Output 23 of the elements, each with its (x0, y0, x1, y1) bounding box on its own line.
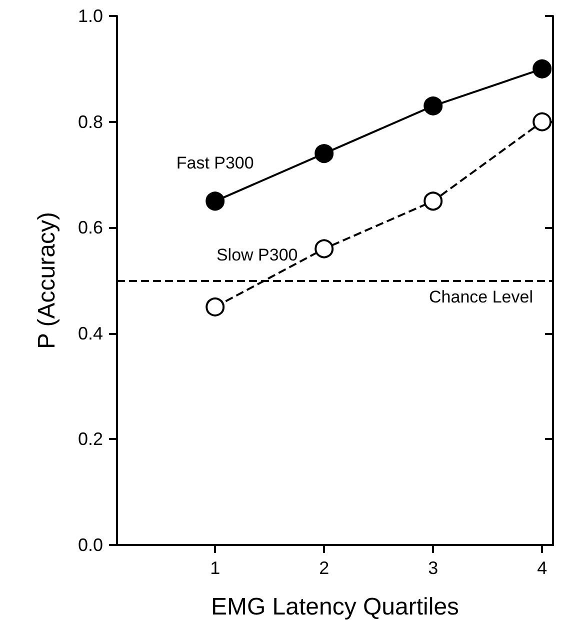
point (314, 144, 334, 164)
y-tick-label: 0.2 (78, 429, 103, 450)
point (314, 239, 334, 258)
point (532, 112, 552, 132)
point (206, 297, 225, 316)
x-axis-title: EMG Latency Quartiles (210, 594, 460, 620)
y-tick-label: 1.0 (78, 6, 103, 26)
y-tick-label: 0.0 (78, 535, 103, 555)
y-tick-label: 0.8 (78, 112, 103, 132)
y-axis-title: P (Accuracy) (34, 212, 60, 349)
series-label: Fast P300 (176, 154, 254, 173)
point (424, 192, 443, 211)
y-tick-label: 0.4 (78, 323, 103, 344)
ref-line-label: Chance Level (429, 288, 533, 306)
point (424, 96, 443, 116)
point (532, 59, 552, 78)
x-tick-label: 3 (428, 558, 438, 578)
x-tick-label: 1 (210, 558, 220, 578)
point (206, 192, 225, 211)
series-label: Slow P300 (216, 245, 298, 264)
x-tick-label: 2 (319, 558, 330, 578)
x-tick-label: 4 (537, 558, 548, 578)
y-tick-label: 0.6 (78, 218, 103, 238)
